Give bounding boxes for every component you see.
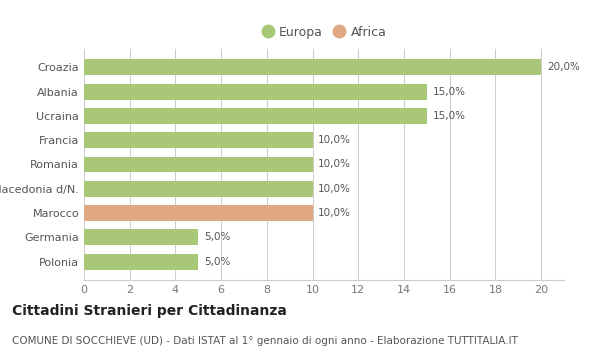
Text: 15,0%: 15,0% [433,111,466,121]
Bar [84,108,427,124]
Text: 5,0%: 5,0% [204,232,230,242]
Text: 15,0%: 15,0% [433,87,466,97]
Text: 20,0%: 20,0% [547,62,580,72]
Text: 10,0%: 10,0% [318,160,351,169]
Bar [84,60,541,75]
Bar [84,132,313,148]
Bar [84,254,198,270]
Text: COMUNE DI SOCCHIEVE (UD) - Dati ISTAT al 1° gennaio di ogni anno - Elaborazione : COMUNE DI SOCCHIEVE (UD) - Dati ISTAT al… [12,336,518,346]
Text: 10,0%: 10,0% [318,135,351,145]
Bar [84,84,427,99]
Text: 10,0%: 10,0% [318,208,351,218]
Text: Cittadini Stranieri per Cittadinanza: Cittadini Stranieri per Cittadinanza [12,304,287,318]
Legend: Europa, Africa: Europa, Africa [257,21,391,44]
Bar [84,181,313,197]
Bar [84,205,313,221]
Bar [84,156,313,173]
Text: 10,0%: 10,0% [318,184,351,194]
Bar [84,230,198,245]
Text: 5,0%: 5,0% [204,257,230,267]
